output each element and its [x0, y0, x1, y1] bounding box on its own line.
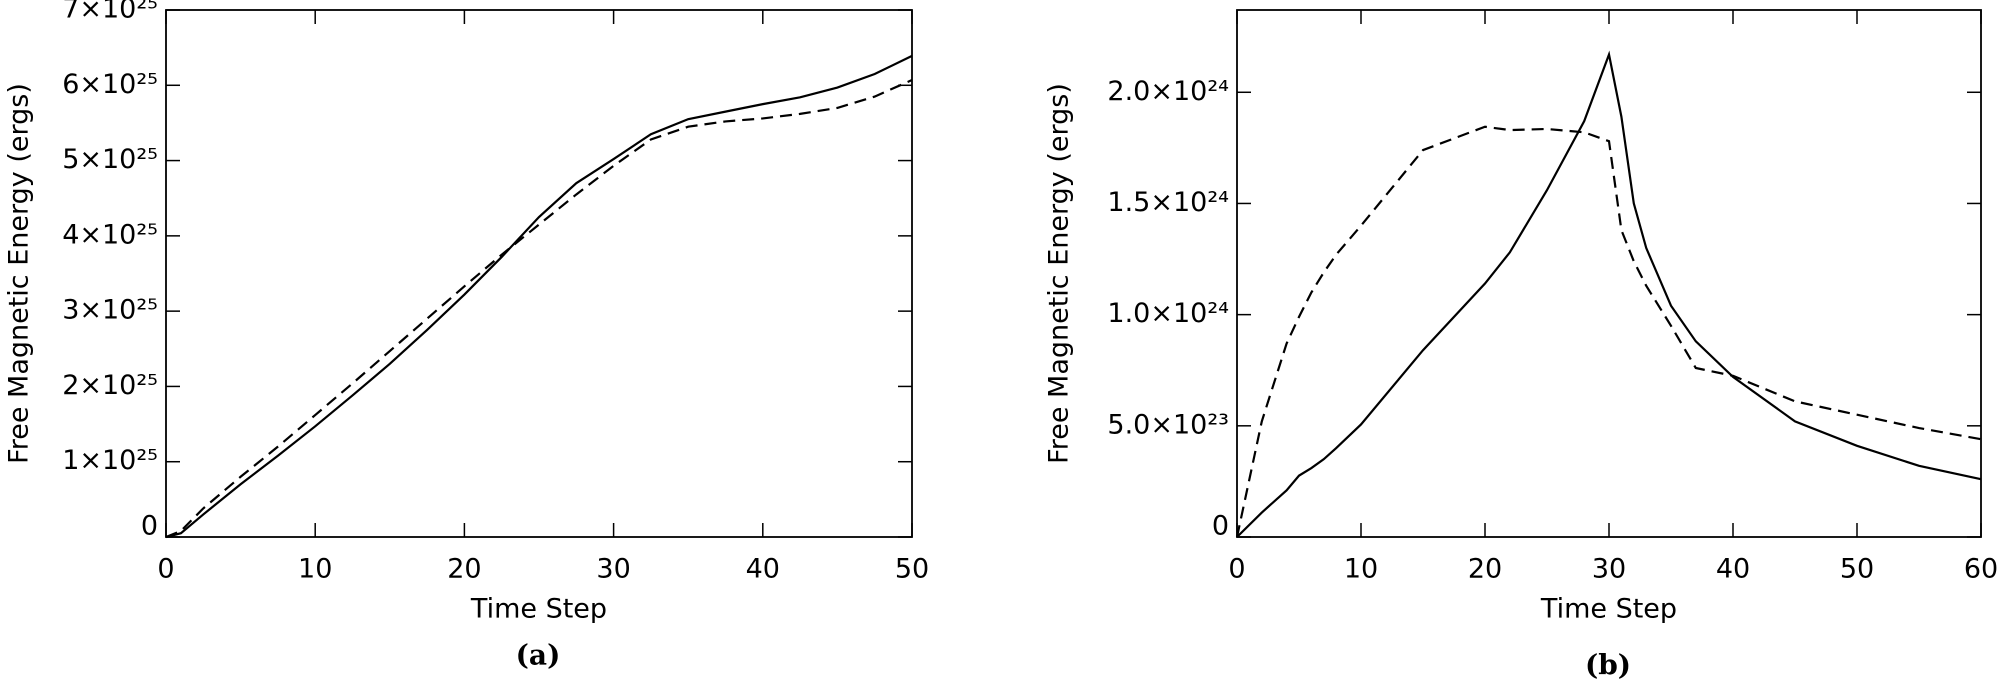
- y-axis-label: Free Magnetic Energy (ergs): [1044, 83, 1075, 464]
- y-tick-label: 1.5×10²⁴: [1107, 187, 1229, 218]
- x-tick-label: 20: [1468, 554, 1502, 585]
- x-tick-label: 30: [1592, 554, 1626, 585]
- x-tick-label: 40: [746, 554, 780, 585]
- x-tick-label: 50: [895, 554, 929, 585]
- x-tick-label: 0: [157, 554, 174, 585]
- y-tick-label: 5.0×10²³: [1107, 409, 1229, 440]
- y-tick-label: 1.0×10²⁴: [1107, 298, 1229, 329]
- x-axis-label: Time Step: [1540, 594, 1677, 625]
- x-tick-label: 60: [1964, 554, 1998, 585]
- y-tick-label: 7×10²⁵: [62, 0, 158, 25]
- x-axis-label: Time Step: [470, 594, 607, 625]
- x-tick-label: 30: [596, 554, 630, 585]
- y-tick-label: 0: [141, 511, 158, 542]
- x-tick-label: 0: [1228, 554, 1245, 585]
- x-tick-label: 10: [298, 554, 332, 585]
- y-tick-label: 4×10²⁵: [62, 219, 158, 250]
- data-line: [165, 54, 913, 539]
- caption: (b): [1585, 649, 1631, 682]
- plot-frame: [165, 9, 913, 538]
- x-tick-label: 40: [1716, 554, 1750, 585]
- y-tick-label: 5×10²⁵: [62, 144, 158, 175]
- x-tick-label: 50: [1840, 554, 1874, 585]
- plot-frame: [1236, 9, 1982, 538]
- data-line: [165, 79, 913, 539]
- y-tick-label: 6×10²⁵: [62, 69, 158, 100]
- data-line: [1235, 125, 1982, 538]
- y-tick-label: 2.0×10²⁴: [1107, 76, 1229, 107]
- caption: (a): [516, 639, 561, 672]
- x-tick-label: 20: [447, 554, 481, 585]
- x-tick-label: 10: [1344, 554, 1378, 585]
- data-line: [1236, 50, 1982, 538]
- y-tick-label: 3×10²⁵: [62, 295, 158, 326]
- y-axis-label: Free Magnetic Energy (ergs): [4, 83, 35, 464]
- y-tick-label: 1×10²⁵: [62, 445, 158, 476]
- y-tick-label: 0: [1212, 511, 1229, 542]
- y-tick-label: 2×10²⁵: [62, 370, 158, 401]
